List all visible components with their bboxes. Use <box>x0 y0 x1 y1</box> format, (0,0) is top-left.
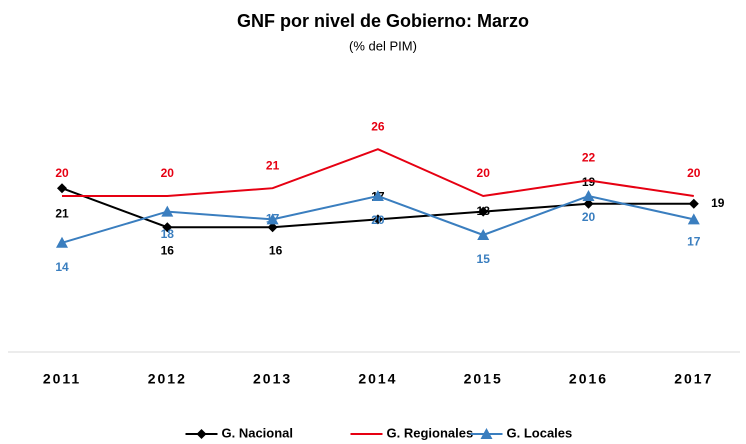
chart-title: GNF por nivel de Gobierno: Marzo <box>237 11 529 31</box>
marker <box>582 190 595 201</box>
data-label: 16 <box>269 243 283 257</box>
data-label: 18 <box>161 227 175 241</box>
data-label: 20 <box>161 166 175 180</box>
series-line <box>62 148 694 198</box>
x-tick-label: 2014 <box>358 371 397 387</box>
marker <box>372 214 383 225</box>
x-tick-label: 2013 <box>253 371 292 387</box>
x-tick-label: 2012 <box>148 371 187 387</box>
marker <box>161 205 174 217</box>
x-tick-label: 2015 <box>464 371 503 387</box>
x-tick-label: 2016 <box>569 371 608 387</box>
data-label: 20 <box>371 213 385 227</box>
marker <box>267 222 278 233</box>
marker <box>480 428 493 439</box>
marker <box>688 198 699 209</box>
marker <box>477 229 490 240</box>
marker <box>371 190 384 201</box>
data-label: 19 <box>711 196 725 210</box>
data-label: 19 <box>582 175 596 189</box>
data-label: 20 <box>477 166 491 180</box>
data-label: 22 <box>582 151 596 165</box>
chart-subtitle: (% del PIM) <box>349 38 417 53</box>
data-label: 17 <box>266 212 280 226</box>
marker <box>478 206 489 217</box>
data-label: 18 <box>477 204 491 218</box>
data-label: 21 <box>266 158 280 172</box>
data-label: 26 <box>371 119 385 133</box>
data-label: 17 <box>687 235 701 249</box>
data-label: 21 <box>55 206 69 220</box>
legend-label: G. Locales <box>507 425 573 440</box>
marker <box>196 429 207 439</box>
x-tick-label: 2011 <box>43 371 81 387</box>
marker <box>687 213 700 225</box>
data-label: 20 <box>55 166 69 180</box>
marker <box>266 213 279 225</box>
marker <box>162 222 173 233</box>
legend-label: G. Regionales <box>387 425 474 440</box>
x-tick-label: 2017 <box>674 371 713 387</box>
marker <box>56 236 68 248</box>
marker <box>57 183 67 194</box>
marker <box>583 198 594 209</box>
data-label: 14 <box>55 260 69 274</box>
data-label: 16 <box>161 243 175 257</box>
legend-label: G. Nacional <box>222 425 294 440</box>
data-label: 20 <box>582 210 596 224</box>
data-label: 20 <box>687 166 701 180</box>
data-label: 15 <box>477 252 491 266</box>
